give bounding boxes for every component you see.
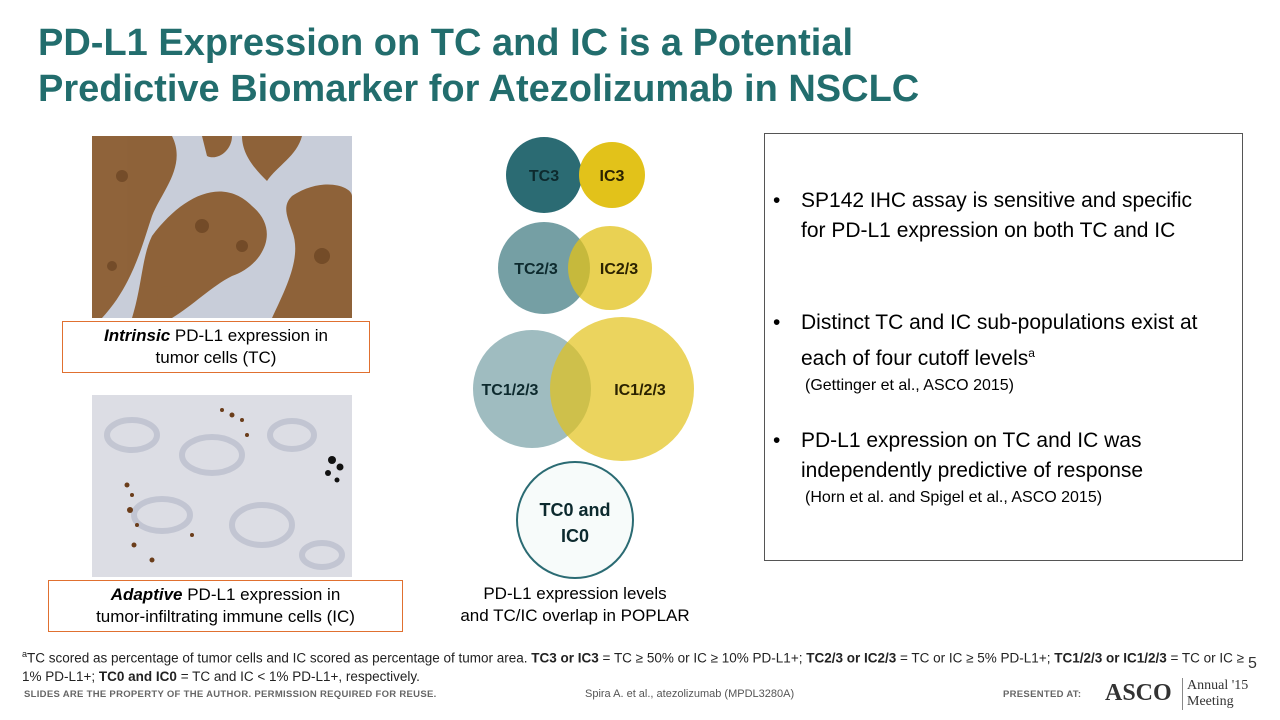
ic23-circle [568,226,652,310]
footnote-term: TC0 and IC0 [98,668,177,684]
footnote-term: TC1/2/3 or IC1/2/3 [1054,650,1167,666]
bullet-text: PD-L1 expression on TC and IC was indepe… [801,429,1144,482]
bullet-item: • SP142 IHC assay is sensitive and specif… [773,189,1193,242]
venn-label: TC3 [529,168,559,185]
slide-title: PD-L1 Expression on TC and IC is a Poten… [38,20,1238,112]
presented-at: PRESENTED AT: [1003,689,1082,700]
venn-label: TC0 and [539,500,610,520]
footnote-text: = TC and IC < 1% PD-L1+, respectively. [176,668,420,684]
meeting-line: Annual '15 [1187,678,1249,693]
tc23-circle [498,222,590,314]
venn-label: IC0 [561,526,589,546]
ic3-circle [579,142,645,208]
footer-notice: SLIDES ARE THE PROPERTY OF THE AUTHOR. P… [24,689,437,700]
image-caption: Adaptive PD-L1 expression in tumor-infil… [48,580,403,632]
tc3-circle [506,137,582,213]
footnote-text: = TC ≥ 50% or IC ≥ 10% PD-L1+; [598,650,807,666]
ic123-circle [550,317,694,461]
bullet-reference: (Gettinger et al., ASCO 2015) [805,377,1014,394]
footnote-text: = TC or IC ≥ 5% PD-L1+; [896,650,1055,666]
venn-label: IC1/2/3 [614,382,666,399]
bullet-item: • Distinct TC and IC sub-populations exis… [773,308,1221,398]
footnote-term: TC2/3 or IC2/3 [806,650,897,666]
caption-line: tumor cells (TC) [155,348,277,367]
title-line: PD-L1 Expression on TC and IC is a Poten… [38,22,854,64]
footer-citation: Spira A. et al., atezolizumab (MPDL3280A… [585,688,795,700]
bullet-reference: (Horn et al. and Spigel et al., ASCO 201… [805,489,1103,506]
caption-line: and TC/IC overlap in POPLAR [460,606,690,625]
meeting-label: Annual '15 Meeting [1182,678,1248,710]
venn-label: IC2/3 [600,261,638,278]
venn-caption: PD-L1 expression levels and TC/IC overla… [420,583,730,627]
bullet-item: • PD-L1 expression on TC and IC was indep… [773,426,1221,510]
venn-label: TC1/2/3 [482,382,539,399]
bullet-superscript: a [1028,346,1035,360]
caption-line: PD-L1 expression levels [483,584,667,603]
page-number: 5 [1248,655,1257,672]
caption-line: tumor-infiltrating immune cells (IC) [96,607,355,626]
venn-label: TC2/3 [514,261,558,278]
footnote-term: TC3 or IC3 [531,650,599,666]
caption-line: PD-L1 expression in [187,585,341,604]
venn-label: IC3 [600,168,625,185]
title-line: Predictive Biomarker for Atezolizumab in… [38,68,920,110]
histology-image-ic [92,395,352,577]
bullet-box: • SP142 IHC assay is sensitive and specif… [764,133,1243,561]
caption-emphasis: Intrinsic [104,326,171,345]
footnote-text: = TC or IC ≥ 1% PD-L1+; [22,650,1245,684]
venn-diagram: TC3 IC3 TC2/3 IC2/3 TC1/2/3 IC1/2/3 TC0 … [473,137,694,579]
bullet-text: SP142 IHC assay is sensitive and specifi… [801,189,1193,242]
caption-emphasis: Adaptive [110,585,183,604]
asco-logo: ASCO [1105,680,1172,706]
histology-image-tc [92,136,352,318]
footer: SLIDES ARE THE PROPERTY OF THE AUTHOR. P… [0,678,1280,720]
footnote-superscript: a [22,649,28,659]
meeting-line: Meeting [1187,694,1234,709]
bullet-text: Distinct TC and IC sub-populations exist… [801,311,1198,370]
caption-line: PD-L1 expression in [174,326,328,345]
image-caption: Intrinsic PD-L1 expression in tumor cell… [62,321,370,373]
tc0-circle [516,461,634,579]
footnote-text: TC scored as percentage of tumor cells a… [27,650,532,666]
footnote: aTC scored as percentage of tumor cells … [22,645,1247,686]
